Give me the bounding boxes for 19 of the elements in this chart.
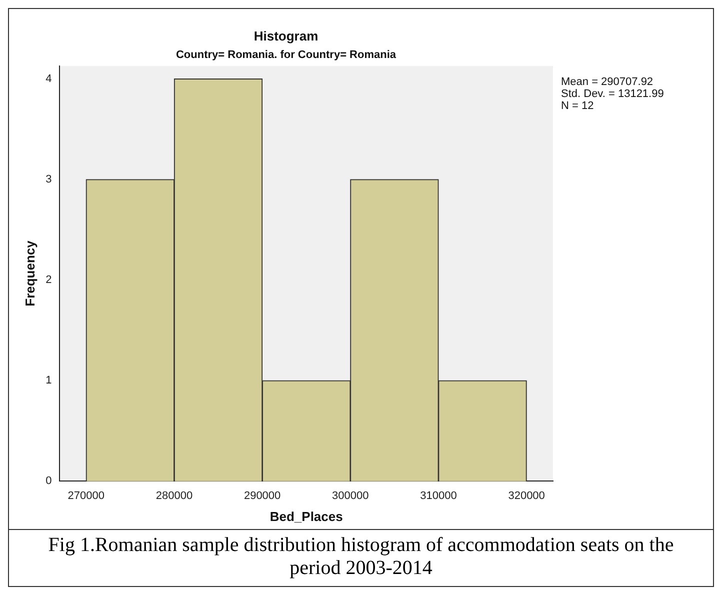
caption: Fig 1.Romanian sample distribution histogram of accommodation seats on the period 2003-2014 xyxy=(9,529,713,586)
y-axis-title: Frequency xyxy=(22,240,38,306)
x-tick-label: 310000 xyxy=(420,490,457,502)
y-tick-label: 2 xyxy=(46,274,52,286)
x-axis-title: Bed_Places xyxy=(270,508,343,524)
y-tick-label: 4 xyxy=(46,72,52,85)
x-tick-label: 290000 xyxy=(244,490,281,502)
chart-subtitle: Country= Romania. for Country= Romania xyxy=(176,49,397,62)
x-tick-label: 270000 xyxy=(68,490,105,502)
text: Std. Dev. = 13121.99 xyxy=(561,88,664,100)
x-tick-label: 280000 xyxy=(156,490,193,502)
text: Mean = 290707.92 xyxy=(561,76,654,88)
text: N = 12 xyxy=(561,100,595,112)
y-tick-label: 3 xyxy=(46,173,52,186)
y-tick-label: 1 xyxy=(46,374,52,387)
x-tick-label: 300000 xyxy=(332,490,369,502)
y-tick-label: 0 xyxy=(46,475,52,488)
x-tick-label: 320000 xyxy=(508,490,545,502)
chart-title: Histogram xyxy=(254,28,318,44)
